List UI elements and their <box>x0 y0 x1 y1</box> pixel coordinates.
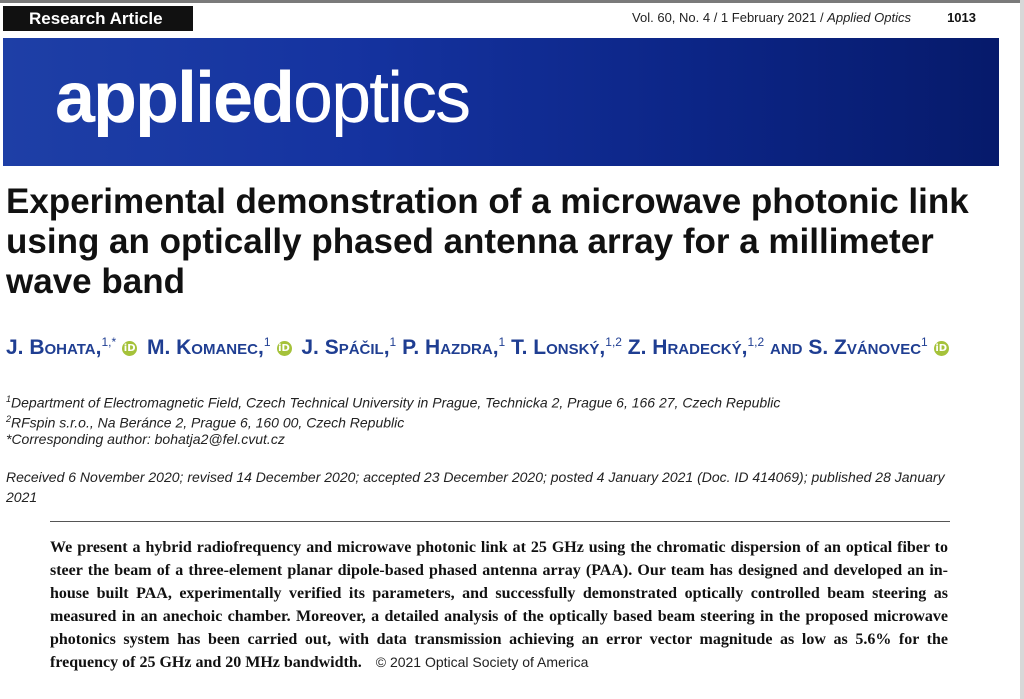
author-name: P. Hazdra, <box>402 336 499 359</box>
author-name: Z. Hradecký, <box>627 336 748 359</box>
page-top-border <box>0 0 1024 3</box>
author-affiliation-mark: 1 <box>263 335 271 349</box>
abstract-rule <box>50 521 950 522</box>
author-5: Z. Hradecký,1,2 <box>627 335 770 359</box>
affiliation-text: RFspin s.r.o., Na Beránce 2, Prague 6, 1… <box>11 414 405 431</box>
page-number: 1013 <box>947 10 976 25</box>
scroll-edge <box>1020 0 1024 699</box>
author-list: J. Bohata,1,* iD M. Komanec,1 iD J. Spáčil… <box>6 328 1006 362</box>
affiliation-2: 2RFspin s.r.o., Na Beránce 2, Prague 6, … <box>6 409 404 433</box>
author-affiliation-mark: 1 <box>389 335 397 349</box>
journal-name: Applied Optics <box>827 10 911 25</box>
author-affiliation-mark: 1,2 <box>747 335 765 349</box>
orcid-icon[interactable]: iD <box>276 340 292 356</box>
logo-word-optics: optics <box>293 58 471 138</box>
copyright: © 2021 Optical Society of America <box>375 654 589 670</box>
affiliation-1: 1Department of Electromagnetic Field, Cz… <box>6 389 780 413</box>
author-1: M. Komanec,1 iD <box>146 335 296 359</box>
author-affiliation-mark: 1 <box>498 335 506 349</box>
author-name: T. Lonský, <box>511 336 606 359</box>
affiliation-3: *Corresponding author: bohatja2@fel.cvut… <box>6 429 285 449</box>
journal-citation: Vol. 60, No. 4 / 1 February 2021 / Appli… <box>632 10 911 25</box>
orcid-icon[interactable]: iD <box>122 340 138 356</box>
journal-banner: appliedoptics <box>3 38 999 166</box>
author-name: J. Spáčil, <box>301 336 390 359</box>
article-type-badge: Research Article <box>3 6 193 31</box>
author-name: M. Komanec, <box>146 336 264 359</box>
author-affiliation-mark: 1,* <box>101 335 117 349</box>
article-title: Experimental demonstration of a microwav… <box>6 182 969 301</box>
author-affiliation-mark: 1 <box>921 335 928 349</box>
author-name: J. Bohata, <box>6 336 102 359</box>
affiliation-text: Department of Electromagnetic Field, Cze… <box>11 394 781 411</box>
affiliation-mark: 2 <box>6 414 12 424</box>
author-4: T. Lonský,1,2 <box>511 335 628 359</box>
author-3: P. Hazdra,1 <box>402 335 511 359</box>
journal-logo: appliedoptics <box>55 58 471 138</box>
affiliation-text: *Corresponding author: bohatja2@fel.cvut… <box>6 431 285 447</box>
author-0: J. Bohata,1,* iD <box>6 335 141 359</box>
logo-word-applied: applied <box>55 58 295 138</box>
abstract: We present a hybrid radiofrequency and m… <box>50 536 948 674</box>
author-name: S. Zvánovec <box>808 336 922 359</box>
journal-volume: Vol. 60, No. 4 / 1 February 2021 / <box>632 10 828 25</box>
affiliation-mark: 1 <box>6 394 12 404</box>
journal-header: Research Article Vol. 60, No. 4 / 1 Febr… <box>0 3 1000 33</box>
author-2: J. Spáčil,1 <box>301 335 402 359</box>
author-name: and <box>770 336 803 359</box>
publication-dates: Received 6 November 2020; revised 14 Dec… <box>6 469 945 505</box>
author-affiliation-mark: 1,2 <box>605 335 622 349</box>
author-6: and <box>770 336 808 359</box>
author-7: S. Zvánovec1 iD <box>808 335 952 359</box>
orcid-icon[interactable]: iD <box>933 340 949 356</box>
abstract-text: We present a hybrid radiofrequency and m… <box>50 539 948 671</box>
